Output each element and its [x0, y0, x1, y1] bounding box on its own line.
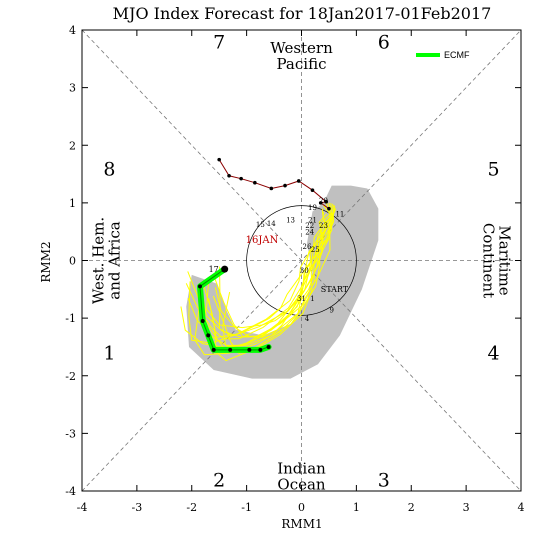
observed-track-point [253, 180, 257, 185]
region-label-line: West. Hem. [90, 217, 108, 304]
ensemble-member-trace [212, 203, 335, 354]
observed-track-line [218, 159, 330, 210]
phase-grid [81, 29, 522, 492]
x-tick-label: 0 [298, 501, 305, 514]
phase-number: 2 [213, 469, 225, 491]
legend-label: ECMF [444, 50, 470, 60]
phase-number: 8 [103, 158, 115, 180]
x-tick-label: -3 [132, 501, 143, 514]
region-label-line: Continent [479, 223, 497, 298]
ensemble-mean-point [266, 344, 271, 349]
ensemble-member-trace [214, 209, 336, 338]
region-label-line: Ocean [277, 476, 326, 494]
ensemble-member-trace [194, 213, 327, 356]
x-tick-label: 4 [518, 501, 525, 514]
ensemble-member-trace [201, 211, 336, 338]
ensemble-member-trace [214, 205, 335, 338]
x-tick-label: 1 [353, 501, 360, 514]
y-tick-label: -3 [65, 427, 76, 440]
ensemble-mean-point [200, 319, 205, 324]
observed-track-point [269, 186, 274, 191]
y-tick-label: -1 [65, 312, 76, 325]
y-tick-label: -4 [65, 485, 76, 498]
y-tick-label: -2 [65, 370, 76, 383]
observed-day-label: 9 [329, 306, 333, 314]
observed-track-point [310, 188, 315, 192]
ensemble-mean-point [221, 265, 229, 273]
x-tick-label: -4 [77, 501, 88, 514]
observed-day-label: 20 [319, 197, 328, 205]
ensemble-mean-point [206, 333, 211, 338]
region-label-line: Maritime [495, 225, 513, 295]
ensemble-member-trace [180, 212, 335, 348]
y-tick-label: 2 [69, 139, 76, 152]
forecast-start-label: 17 [209, 265, 219, 274]
x-tick-label: 2 [408, 501, 415, 514]
ensemble-mean-point [258, 347, 263, 352]
phase-number: 7 [213, 32, 225, 54]
observed-day-label: 26 [303, 243, 312, 251]
phase-number: 3 [378, 469, 390, 491]
observed-day-label: 22 [305, 222, 314, 230]
observed-track-point [239, 176, 243, 181]
ensemble-mean-point [211, 347, 216, 352]
y-axis-label: RMM2 [39, 241, 53, 282]
region-label: West. Hem.and Africa [90, 217, 124, 304]
x-tick-label: 3 [463, 501, 470, 514]
observed-track-point [296, 179, 301, 183]
observed-track-point [327, 206, 331, 211]
region-label-line: and Africa [106, 221, 124, 299]
ensemble-member-trace [187, 208, 336, 347]
observed-day-label: 13 [286, 216, 295, 224]
phase-number: 1 [103, 343, 115, 365]
observed-track-point [217, 157, 221, 162]
observed-day-label: 31 [297, 295, 306, 303]
region-label-line: Western [270, 39, 333, 57]
phase-number: 6 [378, 32, 390, 54]
legend: ECMF [416, 50, 470, 60]
y-tick-label: 3 [69, 82, 76, 95]
x-axis-label: RMM1 [281, 517, 322, 531]
ensemble-mean-point [197, 284, 202, 289]
ensemble-mean-point [247, 347, 252, 352]
region-label-line: Indian [277, 460, 326, 478]
y-tick-label: 1 [69, 197, 76, 210]
ensemble-mean-point [228, 347, 233, 352]
unit-circle [246, 205, 357, 316]
region-label-line: Pacific [277, 55, 327, 73]
observed-day-label: 4 [305, 315, 310, 323]
observed-day-label: 11 [335, 211, 344, 219]
phase-number: 5 [488, 158, 500, 180]
y-tick-label: 4 [69, 24, 76, 37]
y-tick-label: 0 [69, 255, 76, 268]
x-tick-label: -2 [186, 501, 197, 514]
phase-number: 4 [488, 343, 500, 365]
observed-track-point [324, 199, 328, 204]
x-tick-label: -1 [241, 501, 252, 514]
observed-day-label: 21 [308, 216, 317, 224]
observed-day-label: 19 [308, 204, 317, 212]
observed-track-point [227, 173, 231, 178]
chart-title: MJO Index Forecast for 18Jan2017-01Feb20… [113, 4, 492, 23]
observed-track-point [318, 201, 323, 205]
observed-day-label: 23 [319, 222, 328, 230]
observed-track-point [283, 183, 287, 188]
observed-day-label: 15 [256, 221, 265, 229]
observed-day-label: 24 [305, 229, 314, 237]
start-label: START [321, 285, 349, 294]
observed-day-label: 1 [310, 295, 314, 303]
observed-day-label: 25 [311, 246, 320, 254]
observed-day-label: 30 [300, 267, 309, 275]
observed-month-label: 16JAN [246, 235, 279, 246]
observed-day-label: 14 [267, 220, 276, 228]
